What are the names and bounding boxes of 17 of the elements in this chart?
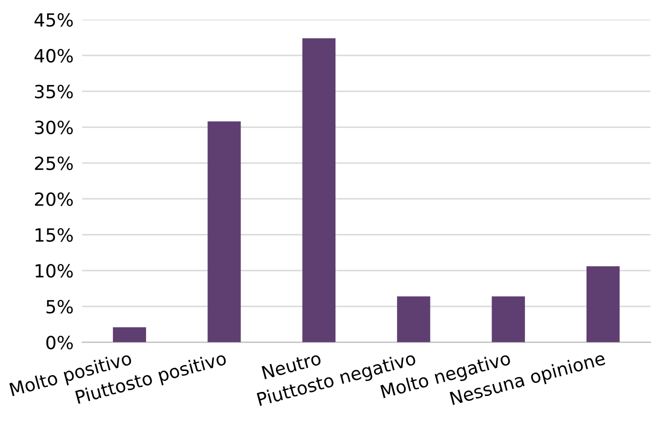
y-tick-label: 20% xyxy=(34,192,73,206)
bar xyxy=(112,327,146,342)
x-tick-label: Neutro xyxy=(262,351,322,380)
y-tick-label: 35% xyxy=(35,84,73,98)
y-tick-label: 15% xyxy=(36,228,73,242)
bar xyxy=(492,296,525,342)
y-tick-label: 30% xyxy=(35,120,73,134)
y-tick-label: 25% xyxy=(34,156,73,170)
bar xyxy=(302,38,336,342)
y-tick-label: 45% xyxy=(34,13,73,27)
y-tick-label: 5% xyxy=(46,300,73,314)
y-tick-label: 0% xyxy=(46,336,73,350)
y-tick-label: 40% xyxy=(34,48,73,63)
y-tick-label: 10% xyxy=(36,264,73,278)
bar xyxy=(397,296,430,342)
bar xyxy=(586,266,620,342)
bar xyxy=(208,121,241,342)
